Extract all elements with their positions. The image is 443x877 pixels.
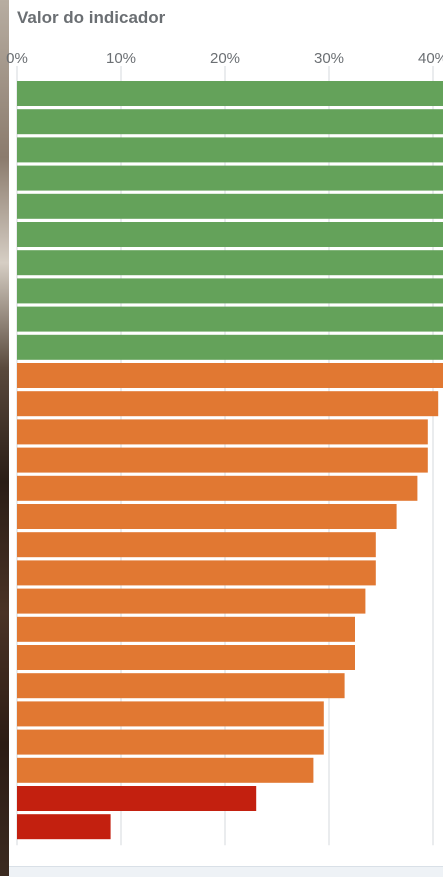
bar[interactable] — [17, 504, 397, 529]
bar[interactable] — [17, 447, 428, 473]
bar[interactable] — [17, 137, 443, 163]
bar[interactable] — [17, 786, 257, 811]
bar[interactable] — [17, 109, 443, 135]
bar[interactable] — [17, 532, 376, 558]
bar[interactable] — [17, 278, 443, 304]
bar[interactable] — [17, 616, 355, 642]
x-tick-label: 0% — [6, 50, 28, 67]
x-tick-label: 40% — [418, 50, 443, 67]
bar[interactable] — [17, 814, 111, 840]
bar[interactable] — [17, 222, 443, 247]
bar[interactable] — [17, 419, 428, 445]
x-tick-label: 20% — [210, 50, 240, 67]
bar[interactable] — [17, 81, 443, 106]
bar[interactable] — [17, 306, 443, 332]
bar[interactable] — [17, 729, 324, 755]
bar[interactable] — [17, 701, 324, 727]
bar[interactable] — [17, 250, 443, 276]
bar[interactable] — [17, 363, 443, 388]
bar[interactable] — [17, 475, 418, 501]
chart-footer-divider — [9, 866, 443, 877]
bar[interactable] — [17, 560, 376, 586]
bar[interactable] — [17, 588, 366, 614]
background-photo-strip — [0, 0, 9, 876]
x-tick-label: 30% — [314, 50, 344, 67]
x-tick-label: 10% — [106, 50, 136, 67]
bar[interactable] — [17, 673, 345, 699]
bar[interactable] — [17, 757, 314, 783]
bar[interactable] — [17, 193, 443, 219]
axis-title: Valor do indicador — [17, 8, 166, 27]
bar[interactable] — [17, 165, 443, 191]
bar[interactable] — [17, 391, 439, 417]
bar[interactable] — [17, 334, 443, 360]
bar[interactable] — [17, 645, 355, 670]
